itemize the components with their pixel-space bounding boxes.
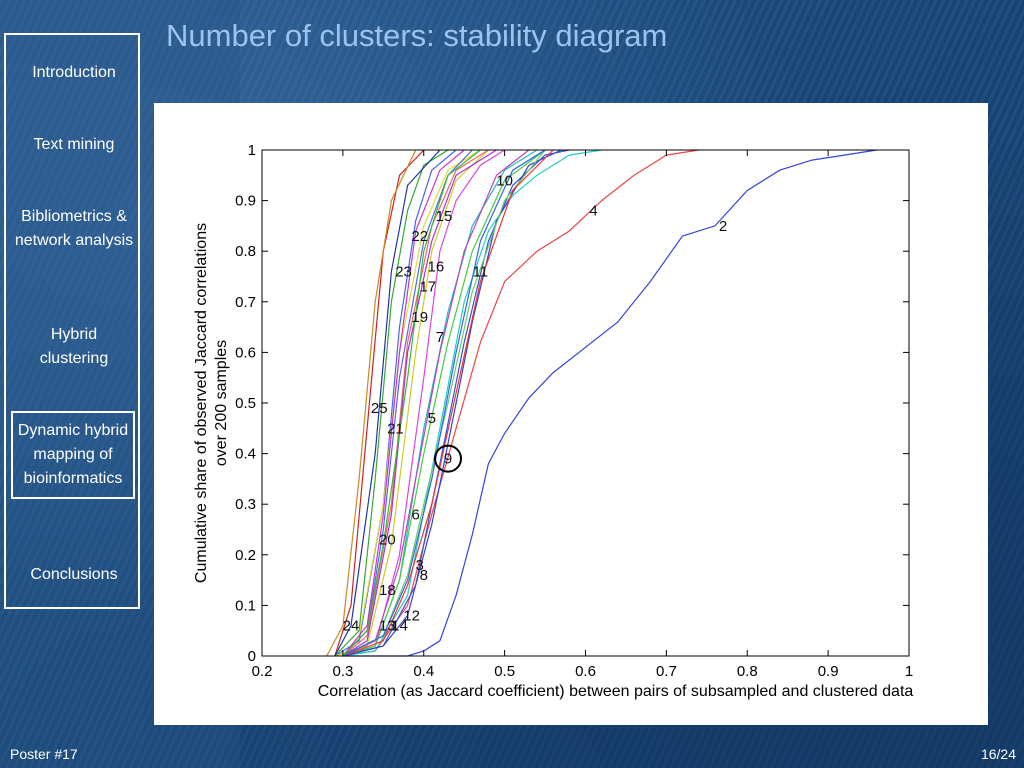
series-label-23: 23 bbox=[395, 263, 412, 280]
series-label-17: 17 bbox=[419, 279, 436, 296]
series-line-24 bbox=[326, 149, 417, 657]
series-line-4 bbox=[342, 149, 699, 657]
x-tick-label: 0.6 bbox=[575, 663, 596, 680]
series-line-22 bbox=[334, 149, 457, 657]
nav-item-text-mining[interactable]: Text mining bbox=[33, 136, 115, 153]
series-line-23 bbox=[334, 149, 449, 657]
series-label-20: 20 bbox=[379, 532, 396, 549]
series-line-5 bbox=[342, 149, 546, 657]
series-label-2: 2 bbox=[719, 218, 727, 235]
nav-item-dynamic-hybrid-mapping[interactable]: Dynamic hybrid mapping of bioinformatics bbox=[11, 411, 135, 499]
stability-chart: 2410111522162317197252159620381812131424… bbox=[193, 142, 914, 700]
series-label-6: 6 bbox=[411, 506, 419, 523]
highlight-circle bbox=[434, 444, 463, 473]
series-label-25: 25 bbox=[371, 400, 388, 417]
series-label-15: 15 bbox=[436, 208, 453, 225]
x-tick-label: 0.7 bbox=[656, 663, 677, 680]
y-tick-label: 0.6 bbox=[235, 344, 256, 361]
series-line-14 bbox=[342, 149, 481, 657]
x-tick-label: 0.2 bbox=[252, 663, 273, 680]
x-axis-label: Correlation (as Jaccard coefficient) bet… bbox=[318, 683, 914, 700]
series-label-21: 21 bbox=[387, 420, 404, 437]
series-line-21 bbox=[334, 149, 441, 657]
y-axis-label: Cumulative share of observed Jaccard cor… bbox=[193, 223, 230, 583]
page-title: Number of clusters: stability diagram bbox=[166, 18, 668, 53]
x-tick-label: 0.9 bbox=[818, 663, 839, 680]
nav-panel: Introduction Text mining Bibliometrics &… bbox=[4, 33, 140, 609]
nav-item-hybrid-clustering[interactable]: Hybrid clustering bbox=[39, 326, 109, 367]
series-label-12: 12 bbox=[403, 608, 420, 625]
x-tick-label: 0.4 bbox=[413, 663, 434, 680]
y-tick-label: 0.3 bbox=[235, 496, 256, 513]
series-label-7: 7 bbox=[436, 329, 444, 346]
chart-panel: 2 4 10 11 15 22 16 23 17 19 7 25 21 5 9 6 20 3 8 18 12 13 14 24… bbox=[154, 103, 988, 725]
y-tick-label: 0.4 bbox=[235, 446, 256, 463]
series-label-14: 14 bbox=[391, 618, 408, 635]
series-label-24: 24 bbox=[343, 618, 360, 635]
plot-frame bbox=[261, 149, 910, 657]
y-tick-label: 0.2 bbox=[235, 547, 256, 564]
y-tick-label: 0.8 bbox=[235, 243, 256, 260]
y-tick-label: 0.7 bbox=[235, 294, 256, 311]
series-line-12 bbox=[342, 149, 546, 657]
nav-item-conclusions[interactable]: Conclusions bbox=[30, 566, 118, 583]
series-label-10: 10 bbox=[496, 172, 513, 189]
x-tick-label: 1 bbox=[905, 663, 913, 680]
series-label-3: 3 bbox=[416, 557, 424, 574]
series-line-17 bbox=[342, 149, 489, 657]
series-label-11: 11 bbox=[473, 263, 489, 280]
series-label-8: 8 bbox=[420, 567, 428, 584]
x-tick-label: 0.3 bbox=[332, 663, 353, 680]
poster-number: Poster #17 bbox=[10, 746, 78, 762]
series-line-25 bbox=[334, 149, 425, 657]
series-label-16: 16 bbox=[428, 258, 445, 275]
series-line-19 bbox=[342, 149, 497, 657]
y-tick-label: 0.1 bbox=[235, 597, 256, 614]
series-label-22: 22 bbox=[411, 228, 428, 245]
y-tick-label: 0.9 bbox=[235, 193, 256, 210]
series-line-2 bbox=[342, 149, 877, 657]
axis-ticks: 0.2 0.3 0.4 0.5 0.6 0.7 0.8 0.9 100.10.20.30.40.… bbox=[235, 142, 913, 680]
series-line-13 bbox=[342, 149, 465, 657]
series-label-13: 13 bbox=[379, 618, 396, 635]
series-line-16 bbox=[334, 149, 489, 657]
page-counter: 16/24 bbox=[980, 746, 1016, 762]
series-line-15 bbox=[342, 149, 505, 657]
series-label-4: 4 bbox=[589, 203, 597, 220]
y-tick-label: 1 bbox=[248, 142, 256, 159]
series-label-9: 9 bbox=[444, 451, 452, 468]
series-line-11 bbox=[342, 149, 570, 657]
nav-item-bibliometrics[interactable]: Bibliometrics & network analysis bbox=[14, 208, 134, 249]
series-lines bbox=[326, 149, 877, 657]
series-label-18: 18 bbox=[379, 582, 396, 599]
series-label-19: 19 bbox=[411, 309, 428, 326]
x-tick-label: 0.8 bbox=[737, 663, 758, 680]
series-line-6 bbox=[342, 149, 530, 657]
series-label-5: 5 bbox=[428, 410, 436, 427]
x-tick-label: 0.5 bbox=[494, 663, 515, 680]
y-tick-label: 0.5 bbox=[235, 395, 256, 412]
y-tick-label: 0 bbox=[248, 648, 256, 665]
series-line-8 bbox=[342, 149, 554, 657]
nav-item-introduction[interactable]: Introduction bbox=[32, 64, 116, 81]
